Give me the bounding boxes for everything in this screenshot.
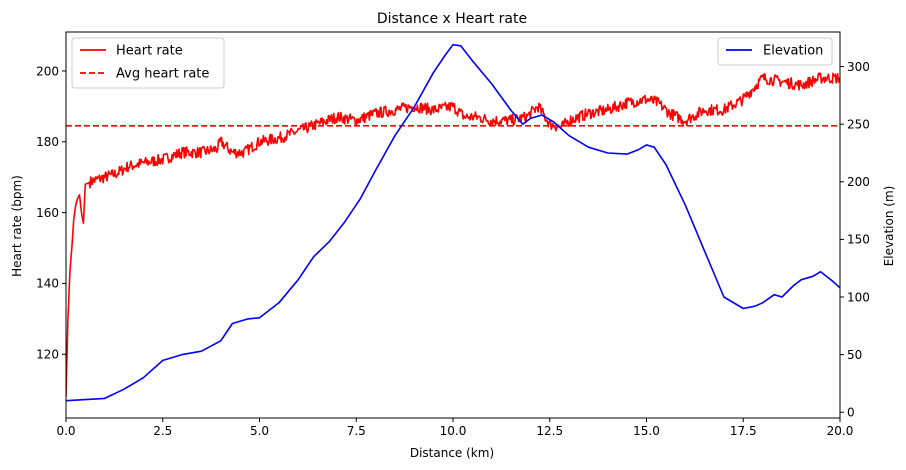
- legend-box: [71, 37, 225, 89]
- legend-label-avg-heart-rate: Avg heart rate: [116, 67, 209, 82]
- legend-box: [717, 37, 833, 66]
- x-tick-label: 5.0: [250, 424, 269, 438]
- y-tick-label: 200: [36, 64, 59, 78]
- legend-heart-rate: Heart rate Avg heart rate: [71, 37, 225, 89]
- y2-tick-label: 200: [847, 175, 870, 189]
- x-tick-label: 7.5: [347, 424, 366, 438]
- x-tick-label: 15.0: [633, 424, 660, 438]
- y-axis-label: Heart rate (bpm): [10, 175, 24, 277]
- y-axis-right: 0 50 100 150 200 250 300: [840, 60, 870, 420]
- y-tick-label: 160: [36, 206, 59, 220]
- legend-label-heart-rate: Heart rate: [116, 44, 183, 59]
- y2-tick-label: 100: [847, 290, 870, 304]
- x-tick-label: 10.0: [440, 424, 467, 438]
- y2-tick-label: 300: [847, 60, 870, 74]
- y2-tick-label: 150: [847, 233, 870, 247]
- legend-label-elevation: Elevation: [763, 44, 823, 59]
- chart-title: Distance x Heart rate: [377, 11, 527, 27]
- legend-elevation: Elevation: [717, 37, 833, 66]
- x-axis-label: Distance (km): [410, 446, 494, 460]
- y2-axis-label: Elevation (m): [882, 186, 896, 267]
- x-tick-label: 17.5: [730, 424, 757, 438]
- y-tick-label: 140: [36, 277, 59, 291]
- y-tick-label: 120: [36, 348, 59, 362]
- x-axis: 0.0 2.5 5.0 7.5 10.0 12.5 15.0 17.5 20.0: [56, 418, 853, 438]
- series-layer: [66, 43, 840, 402]
- x-tick-label: 12.5: [536, 424, 563, 438]
- y2-tick-label: 0: [847, 406, 855, 420]
- y-axis-left: 120 140 160 180 200: [36, 64, 66, 362]
- x-tick-label: 2.5: [153, 424, 172, 438]
- y-tick-label: 180: [36, 135, 59, 149]
- x-tick-label: 0.0: [56, 424, 75, 438]
- series-elevation: [66, 43, 840, 402]
- y2-tick-label: 50: [847, 348, 862, 362]
- series-heart-rate: [66, 72, 840, 397]
- x-tick-label: 20.0: [827, 424, 854, 438]
- y2-tick-label: 250: [847, 117, 870, 131]
